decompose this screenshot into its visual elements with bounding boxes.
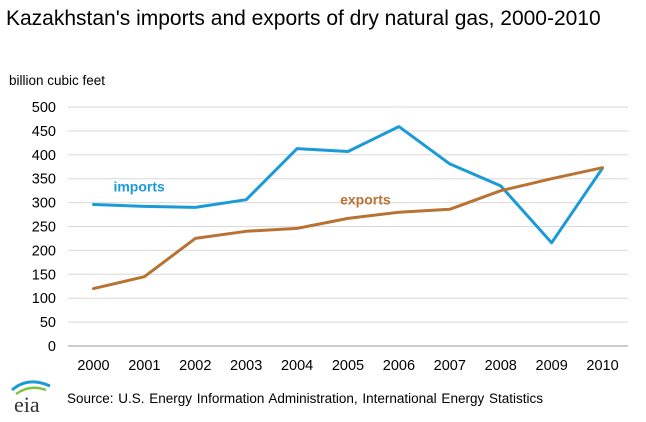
x-tick-label: 2003	[230, 358, 262, 374]
y-tick-label: 250	[32, 220, 56, 236]
y-tick-label: 150	[32, 267, 56, 283]
series-labels: imports exports	[113, 179, 390, 208]
x-tick-label: 2005	[332, 358, 364, 374]
series-line-imports	[92, 125, 604, 245]
gridlines	[68, 106, 628, 347]
y-tick-labels: 0 50 100 150 200 250 300 350 400 450 500	[32, 100, 56, 355]
x-tick-label: 2007	[434, 358, 466, 374]
y-tick-label: 350	[32, 172, 56, 188]
series-line-exports	[92, 166, 604, 291]
source-note: Source: U.S. Energy Information Administ…	[67, 391, 543, 406]
chart-title: Kazakhstan's imports and exports of dry …	[6, 7, 601, 30]
x-tick-label: 2010	[586, 358, 618, 374]
series-label-imports: imports	[113, 179, 165, 195]
x-tick-label: 2006	[383, 358, 415, 374]
y-tick-label: 0	[48, 339, 56, 355]
y-axis-label: billion cubic feet	[9, 73, 106, 88]
x-tick-label: 2009	[536, 358, 568, 374]
y-tick-label: 450	[32, 124, 56, 140]
y-tick-label: 400	[32, 148, 56, 164]
x-tick-label: 2004	[281, 358, 313, 374]
series-label-exports: exports	[340, 191, 391, 207]
series-lines	[92, 125, 604, 291]
x-tick-label: 2000	[77, 358, 109, 374]
svg-text:eia: eia	[14, 392, 40, 417]
y-tick-label: 200	[32, 243, 56, 259]
x-tick-labels: 2000 2001 2002 2003 2004 2005 2006 2007 2008 2009…	[77, 358, 618, 374]
x-tick-label: 2008	[485, 358, 517, 374]
eia-logo: eia	[11, 380, 51, 417]
y-tick-label: 100	[32, 291, 56, 307]
x-tick-label: 2001	[128, 358, 160, 374]
y-tick-label: 300	[32, 196, 56, 212]
x-tick-label: 2002	[179, 358, 211, 374]
y-tick-label: 50	[40, 315, 56, 331]
y-tick-label: 500	[32, 100, 56, 116]
